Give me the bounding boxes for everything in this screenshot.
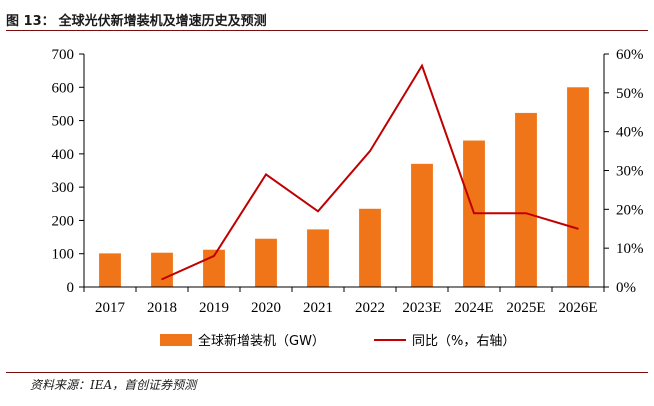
right-axis-tick-label: 30% <box>616 164 644 180</box>
bar-series <box>99 87 589 288</box>
bar-2017 <box>99 253 121 287</box>
legend-bar-swatch <box>160 334 192 346</box>
growth-point-2022 <box>369 150 371 152</box>
growth-point-2026E <box>577 227 579 230</box>
growth-point-2024E <box>473 212 475 215</box>
legend: 全球新增装机（GW） 同比（%，右轴） <box>160 333 515 349</box>
source-note: 资料来源：IEA，首创证券预测 <box>30 378 197 392</box>
x-axis-tick-label: 2021 <box>303 300 333 316</box>
source-rule <box>6 372 648 373</box>
bar-2022 <box>359 208 381 287</box>
x-axis-tick-label: 2017 <box>95 300 126 316</box>
growth-point-2023E <box>421 64 423 67</box>
bar-2023E <box>411 163 433 287</box>
right-axis-tick-label: 60% <box>616 47 644 63</box>
title-rule <box>6 30 648 31</box>
right-axis-tick-label: 40% <box>616 125 644 141</box>
chart: 0 100 200 300 400 500 600 700 0% 10% 20% 30% 40% 50%… <box>52 47 644 349</box>
right-axis: 0% 10% 20% 30% 40% 50% 60% <box>603 47 644 296</box>
x-axis-tick-label: 2019 <box>199 300 229 316</box>
growth-point-2018 <box>161 278 163 281</box>
figure-title-text: 全球光伏新增装机及增速历史及预测 <box>58 14 267 29</box>
right-axis-tick-label: 20% <box>616 202 644 218</box>
right-axis-tick-label: 50% <box>616 86 644 102</box>
left-axis-tick-label: 500 <box>52 114 75 130</box>
growth-point-2020 <box>265 173 267 176</box>
bar-2025E <box>515 112 537 287</box>
growth-point-2025E <box>525 212 527 215</box>
right-axis-tick-label: 10% <box>616 241 644 257</box>
x-axis-tick-label: 2025E <box>506 300 545 316</box>
bar-2020 <box>255 238 277 287</box>
bar-2018 <box>151 252 173 287</box>
bar-2021 <box>307 229 329 287</box>
left-axis-tick-label: 700 <box>52 47 75 63</box>
growth-point-2019 <box>213 255 215 257</box>
x-axis-tick-label: 2020 <box>251 300 281 316</box>
growth-point-2021 <box>317 210 319 213</box>
x-axis: 2017 2018 2019 2020 2021 2022 2023E 2024E 2025E 2… <box>83 286 605 316</box>
left-axis-tick-label: 100 <box>52 247 75 263</box>
x-axis-tick-label: 2022 <box>355 300 385 316</box>
x-axis-tick-label: 2024E <box>454 300 493 316</box>
left-axis-tick-label: 0 <box>67 280 75 296</box>
figure-number: 图 13： <box>6 14 55 29</box>
x-axis-tick-label: 2026E <box>558 300 597 316</box>
line-series <box>161 63 579 281</box>
left-axis-tick-label: 600 <box>52 80 75 96</box>
legend-bar-label: 全球新增装机（GW） <box>198 333 325 349</box>
left-axis-tick-label: 400 <box>52 147 75 163</box>
bar-2026E <box>567 87 589 288</box>
figure-title: 图 13： 全球光伏新增装机及增速历史及预测 <box>6 10 648 29</box>
left-axis-tick-label: 200 <box>52 213 75 229</box>
x-axis-tick-label: 2023E <box>402 300 441 316</box>
x-axis-tick-label: 2018 <box>147 300 177 316</box>
left-axis: 0 100 200 300 400 500 600 700 <box>52 47 85 296</box>
left-axis-tick-label: 300 <box>52 180 75 196</box>
legend-line-label: 同比（%，右轴） <box>412 334 515 349</box>
right-axis-tick-label: 0% <box>616 280 636 296</box>
